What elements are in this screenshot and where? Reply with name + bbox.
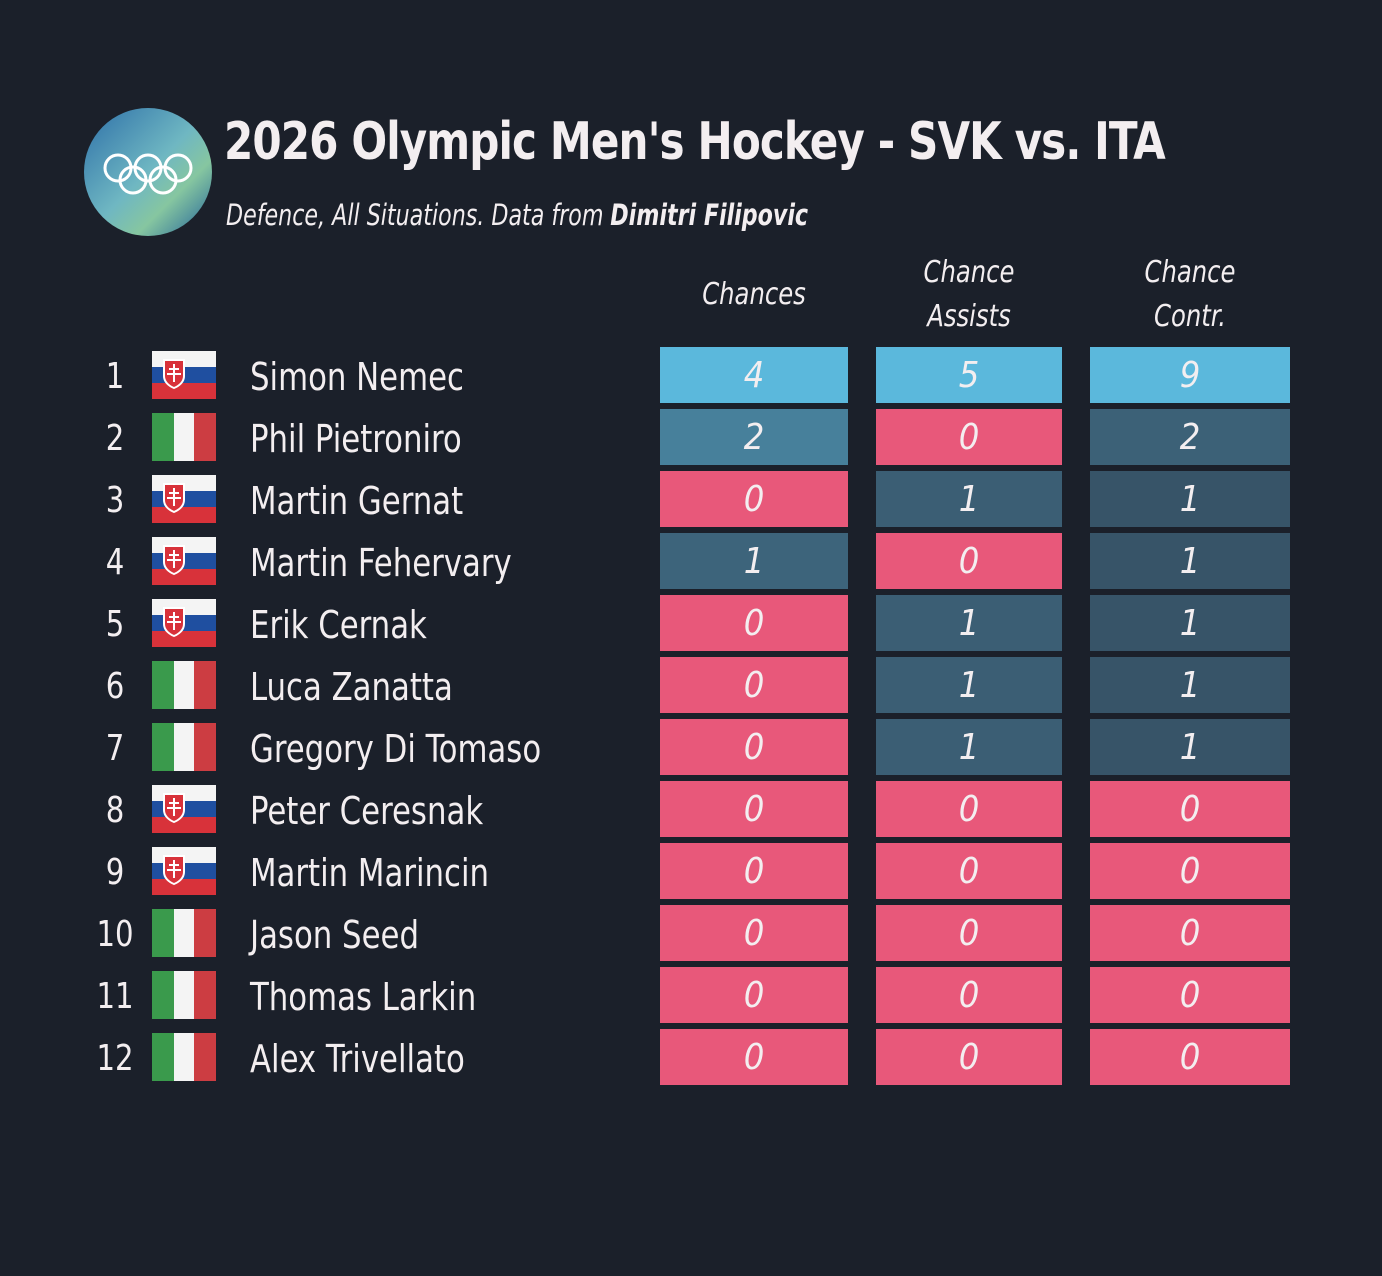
value-cell: 1 bbox=[876, 657, 1062, 713]
rank: 3 bbox=[105, 480, 125, 521]
value-cell: 0 bbox=[660, 471, 848, 527]
flag bbox=[152, 661, 216, 709]
rank: 5 bbox=[105, 604, 125, 645]
value-cell: 0 bbox=[876, 533, 1062, 589]
value-cell: 1 bbox=[876, 595, 1062, 651]
value-cell: 4 bbox=[660, 347, 848, 403]
source: Dimitri Filipovic bbox=[610, 198, 809, 232]
player-name: Phil Pietroniro bbox=[250, 417, 462, 461]
rank: 6 bbox=[105, 666, 125, 707]
value-cell: 1 bbox=[1090, 657, 1290, 713]
value-cell: 0 bbox=[660, 1029, 848, 1085]
value-cell: 0 bbox=[1090, 781, 1290, 837]
flag bbox=[152, 1033, 216, 1081]
player-name: Thomas Larkin bbox=[250, 975, 477, 1019]
flag bbox=[152, 909, 216, 957]
value-cell: 9 bbox=[1090, 347, 1290, 403]
value-cell: 0 bbox=[660, 905, 848, 961]
value-cell: 0 bbox=[876, 1029, 1062, 1085]
rank: 8 bbox=[105, 790, 125, 831]
value-cell: 1 bbox=[1090, 595, 1290, 651]
rank: 4 bbox=[105, 542, 125, 583]
value-cell: 0 bbox=[660, 781, 848, 837]
flag bbox=[152, 537, 216, 585]
value-cell: 1 bbox=[660, 533, 848, 589]
value-cell: 0 bbox=[876, 967, 1062, 1023]
rank: 1 bbox=[105, 356, 125, 397]
value-cell: 1 bbox=[876, 471, 1062, 527]
player-name: Alex Trivellato bbox=[250, 1037, 465, 1081]
value-cell: 0 bbox=[876, 905, 1062, 961]
flag bbox=[152, 723, 216, 771]
player-name: Gregory Di Tomaso bbox=[250, 727, 542, 771]
olympic-logo bbox=[84, 108, 212, 236]
player-name: Luca Zanatta bbox=[250, 665, 453, 709]
subtitle-text: Defence, All Situations. Data from bbox=[226, 198, 604, 232]
player-name: Martin Fehervary bbox=[250, 541, 512, 585]
value-cell: 0 bbox=[660, 657, 848, 713]
value-cell: 2 bbox=[1090, 409, 1290, 465]
flag bbox=[152, 599, 216, 647]
value-cell: 1 bbox=[876, 719, 1062, 775]
flag bbox=[152, 475, 216, 523]
player-name: Simon Nemec bbox=[250, 355, 464, 399]
value-cell: 0 bbox=[1090, 843, 1290, 899]
flag bbox=[152, 351, 216, 399]
column-header: Chances bbox=[702, 277, 806, 312]
rank: 12 bbox=[96, 1038, 134, 1079]
value-cell: 0 bbox=[660, 843, 848, 899]
subtitle: Defence, All Situations. Data from Dimitr… bbox=[226, 198, 808, 232]
player-name: Martin Gernat bbox=[250, 479, 464, 523]
flag bbox=[152, 847, 216, 895]
value-cell: 0 bbox=[876, 781, 1062, 837]
column-header: Chance Contr. bbox=[1144, 255, 1236, 334]
value-cell: 0 bbox=[876, 409, 1062, 465]
rank: 10 bbox=[96, 914, 134, 955]
rank: 9 bbox=[105, 852, 125, 893]
value-cell: 1 bbox=[1090, 533, 1290, 589]
player-name: Martin Marincin bbox=[250, 851, 490, 895]
rank: 11 bbox=[96, 976, 134, 1017]
rank: 7 bbox=[105, 728, 125, 769]
flag bbox=[152, 971, 216, 1019]
flag bbox=[152, 785, 216, 833]
value-cell: 0 bbox=[1090, 905, 1290, 961]
value-cell: 0 bbox=[876, 843, 1062, 899]
value-cell: 0 bbox=[1090, 967, 1290, 1023]
value-cell: 5 bbox=[876, 347, 1062, 403]
value-cell: 0 bbox=[660, 719, 848, 775]
value-cell: 1 bbox=[1090, 719, 1290, 775]
player-name: Jason Seed bbox=[250, 913, 420, 957]
value-cell: 0 bbox=[660, 595, 848, 651]
player-name: Peter Ceresnak bbox=[250, 789, 484, 833]
value-cell: 2 bbox=[660, 409, 848, 465]
flag bbox=[152, 413, 216, 461]
value-cell: 0 bbox=[1090, 1029, 1290, 1085]
player-name: Erik Cernak bbox=[250, 603, 427, 647]
title: 2026 Olympic Men's Hockey - SVK vs. ITA bbox=[224, 112, 1166, 172]
rank: 2 bbox=[105, 418, 125, 459]
column-header: Chance Assists bbox=[923, 255, 1015, 334]
value-cell: 0 bbox=[660, 967, 848, 1023]
value-cell: 1 bbox=[1090, 471, 1290, 527]
